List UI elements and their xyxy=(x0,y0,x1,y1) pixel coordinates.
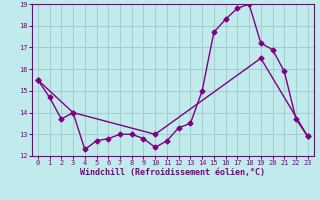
X-axis label: Windchill (Refroidissement éolien,°C): Windchill (Refroidissement éolien,°C) xyxy=(80,168,265,177)
